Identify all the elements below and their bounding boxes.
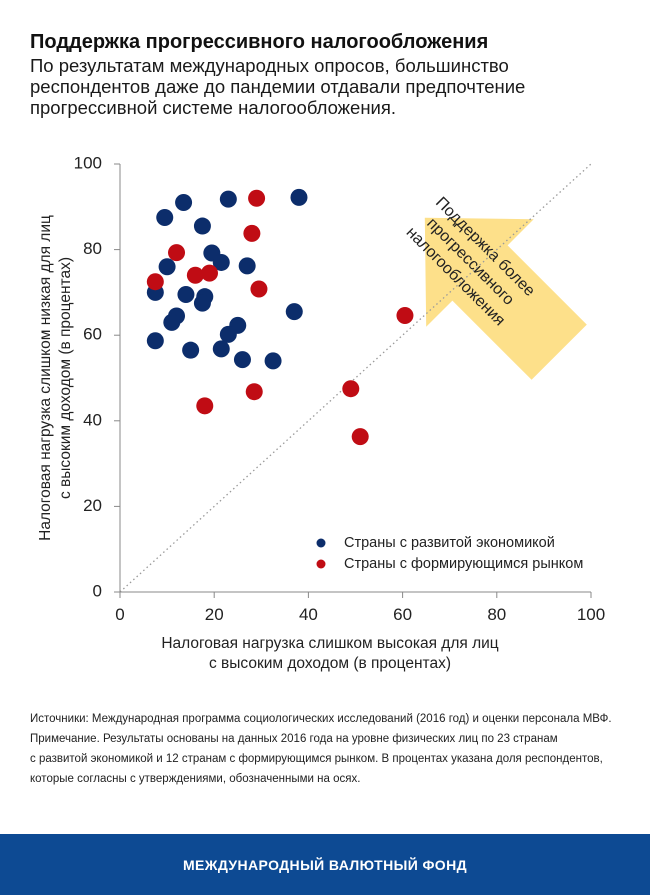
data-point-advanced	[156, 209, 174, 226]
note-line-1: Примечание. Результаты основаны на данны…	[30, 733, 558, 745]
data-point-advanced	[193, 294, 211, 312]
note-line-2: с развитой экономикой и 12 странам с фор…	[30, 753, 603, 765]
diagonal-reference-line	[119, 163, 592, 593]
data-point-advanced	[212, 253, 230, 271]
data-point-emerging	[248, 189, 266, 207]
data-point-emerging	[196, 397, 214, 415]
data-point-advanced	[163, 313, 181, 331]
data-point-advanced	[146, 332, 164, 350]
data-point-emerging	[396, 307, 414, 325]
y-tick-label: 40	[83, 410, 102, 429]
page-title: Поддержка прогрессивного налогообложения	[30, 31, 489, 53]
data-point-advanced	[219, 325, 237, 343]
legend-marker	[316, 559, 326, 569]
legend-marker	[316, 538, 326, 548]
y-tick-label: 60	[83, 325, 102, 344]
data-point-advanced	[158, 258, 176, 276]
data-point-emerging	[168, 244, 186, 262]
y-tick-label: 20	[83, 496, 102, 515]
x-tick-label: 20	[205, 605, 224, 624]
data-point-advanced	[182, 341, 200, 359]
x-tick-label: 80	[487, 605, 506, 624]
arrow-annotation	[424, 217, 587, 380]
data-point-advanced	[290, 188, 308, 206]
page-subtitle: По результатам международных опросов, бо…	[30, 55, 526, 118]
x-axis-label: Налоговая нагрузка слишком высокая для л…	[161, 635, 498, 652]
y-axis-label: Налоговая нагрузка слишком низкая для ли…	[37, 215, 54, 541]
y-tick-label: 0	[93, 581, 102, 600]
footer-org-name: МЕЖДУНАРОДНЫЙ ВАЛЮТНЫЙ ФОНД	[183, 856, 467, 873]
y-tick-label: 80	[83, 239, 102, 258]
data-point-emerging	[342, 380, 360, 398]
x-tick-label: 0	[115, 605, 124, 624]
legend-label: Страны с формирующимся рынком	[344, 556, 583, 572]
data-point-emerging	[351, 428, 369, 446]
data-point-advanced	[233, 351, 251, 369]
notes-block: Источники: Международная программа социо…	[30, 710, 630, 790]
data-point-advanced	[212, 340, 230, 358]
note-line-3: которые согласны с утверждениями, обозна…	[30, 773, 361, 785]
data-point-advanced	[175, 194, 193, 212]
x-tick-label: 60	[393, 605, 412, 624]
data-point-emerging	[200, 264, 218, 282]
x-axis-label: с высоким доходом (в процентах)	[209, 655, 451, 672]
data-point-emerging	[243, 224, 261, 242]
y-tick-label: 100	[74, 153, 102, 172]
data-point-emerging	[186, 266, 204, 284]
data-point-emerging	[250, 280, 268, 298]
scatter-chart: Поддержка болеепрогрессивногоналогооблож…	[37, 153, 605, 672]
y-axis-label: с высоким доходом (в процентах)	[57, 257, 74, 499]
sources-text: Источники: Международная программа социо…	[30, 713, 612, 725]
data-point-emerging	[245, 383, 263, 401]
data-point-advanced	[193, 217, 211, 235]
data-point-advanced	[285, 303, 303, 321]
data-point-advanced	[177, 286, 195, 304]
data-point-advanced	[238, 257, 256, 275]
x-tick-label: 100	[577, 605, 605, 624]
legend-label: Страны с развитой экономикой	[344, 535, 555, 551]
x-tick-label: 40	[299, 605, 318, 624]
data-point-advanced	[264, 352, 282, 370]
footer-bar: МЕЖДУНАРОДНЫЙ ВАЛЮТНЫЙ ФОНД	[0, 834, 650, 895]
data-point-advanced	[219, 190, 237, 208]
data-point-emerging	[146, 273, 164, 291]
